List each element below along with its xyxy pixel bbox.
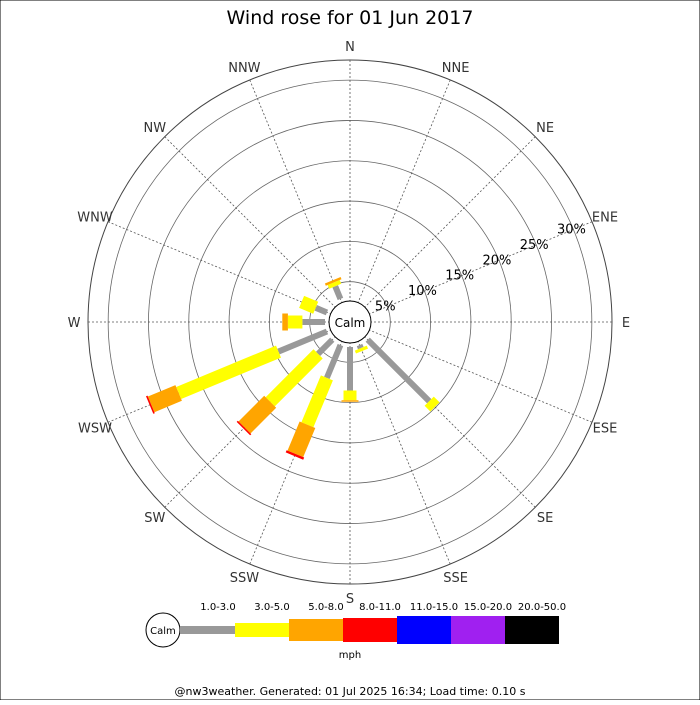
direction-label-n: N	[345, 40, 355, 55]
legend-label-20.0-50.0: 20.0-50.0	[518, 602, 566, 613]
bar-wsw-5.0-8.0	[147, 385, 182, 413]
legend-swatch-15.0-20.0	[451, 616, 505, 644]
direction-labels: N NNE NE ENE E ESE SE SSE S SSW SW WSW W WNW NW NNW	[68, 40, 631, 607]
ring-label-2: 10%	[408, 284, 437, 299]
bar-sw-5.0-8.0	[238, 395, 277, 434]
direction-label-wnw: WNW	[77, 210, 113, 225]
direction-label-ne: NE	[536, 121, 554, 136]
bar-nnw-5.0-8.0	[324, 277, 342, 286]
bar-wnw-1.0-3.0	[314, 305, 329, 316]
direction-label-s: S	[346, 592, 354, 607]
direction-label-nne: NNE	[442, 61, 470, 76]
calm-circle	[328, 300, 372, 344]
bar-sse-3.0-5.0	[354, 345, 368, 354]
bar-wsw-1.0-3.0	[277, 328, 329, 355]
speed-legend: Calm 1.0-3.0 3.0-5.0 5.0-8.0 8.0-11.0 11.0-1…	[145, 602, 566, 661]
ring-label-4: 20%	[483, 253, 512, 268]
bar-sw-8.0-11.0	[236, 420, 252, 436]
ring-label-6: 30%	[557, 222, 586, 237]
legend-swatch-20.0-50.0	[505, 616, 559, 644]
direction-label-ese: ESE	[593, 422, 618, 437]
direction-label-sse: SSE	[443, 571, 468, 586]
chart-title: Wind rose for 01 Jun 2017	[227, 7, 474, 29]
bar-ssw-5.0-8.0	[287, 421, 316, 458]
ring-label-5: 25%	[520, 238, 549, 253]
bar-ssw-1.0-3.0	[324, 343, 344, 379]
bar-w-1.0-3.0	[302, 319, 325, 325]
wind-bars	[146, 277, 440, 460]
direction-label-e: E	[622, 316, 630, 331]
calm-center: Calm	[328, 300, 372, 344]
ring-labels: 5% 10% 15% 20% 25% 30%	[375, 222, 586, 314]
direction-label-ene: ENE	[592, 210, 618, 225]
bar-se-1.0-3.0	[365, 337, 432, 404]
bar-wsw-8.0-11.0	[146, 395, 155, 414]
direction-label-sw: SW	[144, 511, 165, 526]
bar-wnw-3.0-5.0	[299, 295, 319, 314]
bar-sw-1.0-3.0	[316, 337, 335, 356]
bar-w-3.0-5.0	[287, 315, 303, 329]
legend-label-11.0-15.0: 11.0-15.0	[410, 602, 458, 613]
legend-swatch-11.0-15.0	[397, 616, 451, 644]
bar-sse-1.0-3.0	[356, 343, 364, 350]
bar-wsw-3.0-5.0	[176, 345, 281, 399]
direction-label-ssw: SSW	[230, 571, 260, 586]
bar-s-1.0-3.0	[347, 347, 353, 391]
legend-swatch-3.0-5.0	[235, 623, 289, 637]
bar-nnw-1.0-3.0	[332, 285, 344, 301]
legend-label-3.0-5.0: 3.0-5.0	[254, 602, 289, 613]
direction-label-w: W	[68, 316, 81, 331]
calm-label: Calm	[335, 316, 366, 330]
legend-bars: 1.0-3.0 3.0-5.0 5.0-8.0 8.0-11.0 11.0-15.0 15…	[180, 602, 566, 644]
bar-s-5.0-8.0	[341, 400, 359, 402]
direction-label-nnw: NNW	[228, 61, 260, 76]
footer-text: @nw3weather. Generated: 01 Jul 2025 16:3…	[175, 685, 526, 698]
bar-s-3.0-5.0	[343, 390, 357, 401]
legend-swatch-1.0-3.0	[180, 626, 235, 634]
direction-label-se: SE	[537, 511, 553, 526]
legend-unit: mph	[339, 650, 361, 661]
legend-swatch-5.0-8.0	[289, 619, 343, 641]
ring-label-3: 15%	[445, 269, 474, 284]
direction-label-nw: NW	[144, 121, 167, 136]
legend-label-5.0-8.0: 5.0-8.0	[308, 602, 343, 613]
bar-nnw-3.0-5.0	[327, 280, 342, 289]
bar-ssw-3.0-5.0	[301, 375, 333, 428]
legend-label-1.0-3.0: 1.0-3.0	[200, 602, 235, 613]
bar-ssw-8.0-11.0	[285, 450, 305, 460]
bar-sw-3.0-5.0	[265, 349, 323, 407]
legend-swatch-8.0-11.0	[343, 618, 397, 642]
bar-w-5.0-8.0	[282, 313, 288, 331]
ring-label-1: 5%	[375, 300, 396, 315]
bar-se-3.0-5.0	[424, 396, 440, 412]
direction-label-wsw: WSW	[78, 422, 112, 437]
legend-label-15.0-20.0: 15.0-20.0	[464, 602, 512, 613]
legend-label-8.0-11.0: 8.0-11.0	[359, 602, 401, 613]
legend-calm-label: Calm	[150, 626, 176, 637]
